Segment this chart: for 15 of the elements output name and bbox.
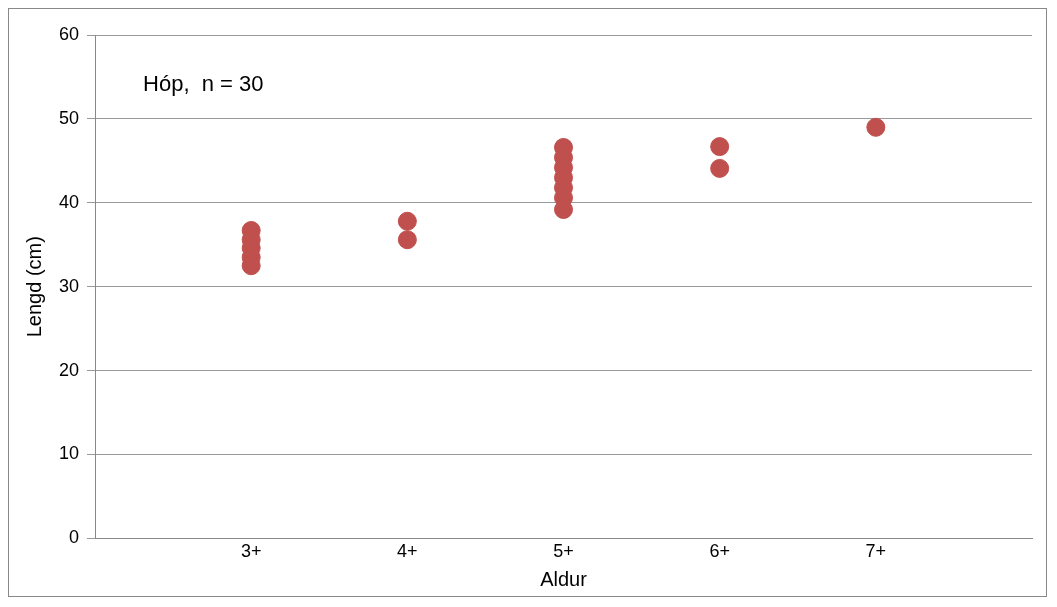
y-tick-label: 30 bbox=[58, 275, 80, 296]
x-tick-label: 3+ bbox=[240, 541, 262, 562]
annotation: Hóp, n = 30 bbox=[143, 71, 264, 97]
x-axis-title: Aldur bbox=[540, 567, 588, 590]
y-tick-label: 20 bbox=[58, 359, 80, 380]
x-tick-label: 7+ bbox=[865, 541, 887, 562]
y-tick-label: 40 bbox=[58, 191, 80, 212]
y-tick-label: 0 bbox=[69, 527, 80, 548]
y-tick-label: 60 bbox=[58, 23, 80, 44]
y-axis-title: Lengd (cm) bbox=[22, 236, 45, 338]
x-tick-label: 6+ bbox=[709, 541, 730, 562]
x-tick-label: 5+ bbox=[553, 541, 574, 562]
x-tick-label: 4+ bbox=[397, 541, 418, 562]
y-tick-label: 10 bbox=[58, 443, 80, 464]
y-tick-label: 50 bbox=[58, 107, 80, 128]
